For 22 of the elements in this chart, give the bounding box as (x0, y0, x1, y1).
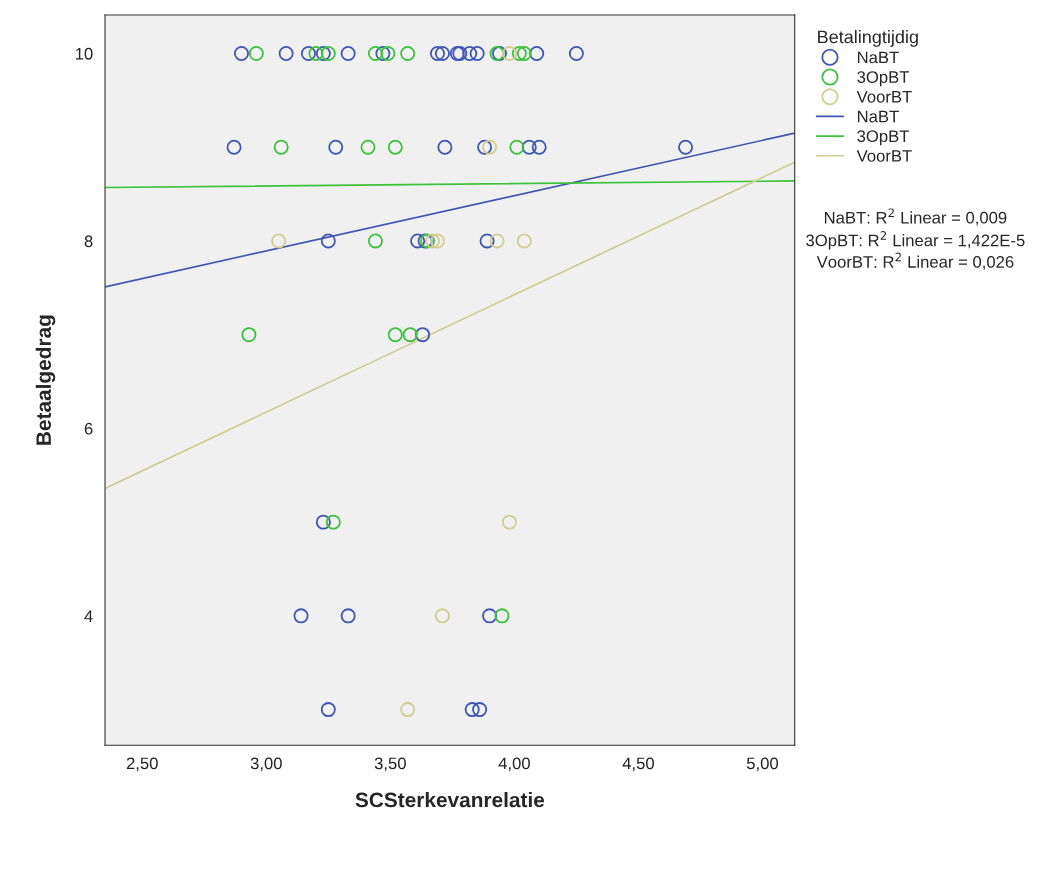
legend-label: 3OpBT (857, 130, 910, 146)
y-tick-label: 4 (84, 610, 93, 622)
x-tick-label: 5,00 (746, 757, 779, 772)
x-axis-title: SCSterkevanrelatie (355, 792, 545, 808)
x-tick-label: 2,50 (126, 757, 158, 772)
text: NaBT: R$^{2}$ Linear = 0,009 (824, 208, 1007, 226)
legend-label: VoorBT (856, 91, 912, 103)
x-tick-label: 4,00 (498, 757, 530, 772)
y-tick-label: 8 (84, 235, 93, 248)
text: VoorBT: R$^{2}$ Linear = 0,026 (816, 252, 1014, 270)
y-axis-title: Betaalgedrag (35, 315, 56, 445)
legend-label: NaBT (857, 110, 899, 123)
legend-label: VoorBT (856, 150, 912, 162)
legend-label: NaBT (857, 51, 899, 64)
x-tick-label: 4,50 (622, 757, 654, 772)
text: 3OpBT: R$^{2}$ Linear = 1,422E-5 (806, 231, 1025, 250)
x-tick-label: 3,00 (250, 757, 282, 772)
y-tick-label: 10 (75, 47, 93, 60)
legend-label: 3OpBT (857, 71, 910, 87)
y-tick-label: 6 (84, 422, 93, 435)
x-tick-label: 3,50 (374, 757, 406, 772)
legend-title: Betalingtijdig (818, 30, 918, 47)
